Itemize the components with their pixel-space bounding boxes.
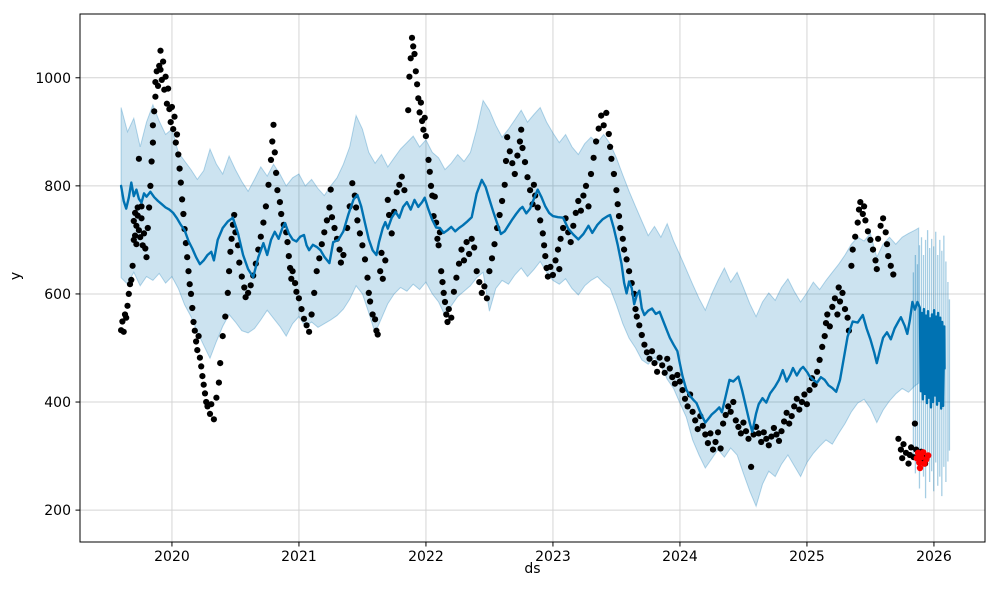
uncertainty-band-area xyxy=(120,99,920,508)
axis-ticks: 2020 2021 2022 2023 2024 2025 2026 200 400 600 800… xyxy=(35,71,951,565)
x-tick-label: 2025 xyxy=(789,549,825,565)
uncertainty-band xyxy=(120,99,920,508)
y-tick-label: 200 xyxy=(44,503,71,519)
y-tick-label: 1000 xyxy=(35,71,71,87)
x-tick-label: 2020 xyxy=(154,549,190,565)
y-tick-label: 400 xyxy=(44,395,71,411)
x-axis-label: ds xyxy=(524,561,541,577)
x-tick-label: 2024 xyxy=(662,549,698,565)
y-tick-label: 800 xyxy=(44,179,71,195)
x-tick-label: 2022 xyxy=(408,549,444,565)
y-axis-label: y xyxy=(8,271,24,281)
x-tick-label: 2023 xyxy=(535,549,571,565)
anomaly-points xyxy=(913,449,932,472)
x-tick-label: 2021 xyxy=(281,549,317,565)
x-tick-label: 2026 xyxy=(916,549,952,565)
plot-spines xyxy=(79,13,986,543)
forecast-line xyxy=(119,178,946,433)
observed-points xyxy=(118,34,929,470)
y-tick-label: 600 xyxy=(44,287,71,303)
